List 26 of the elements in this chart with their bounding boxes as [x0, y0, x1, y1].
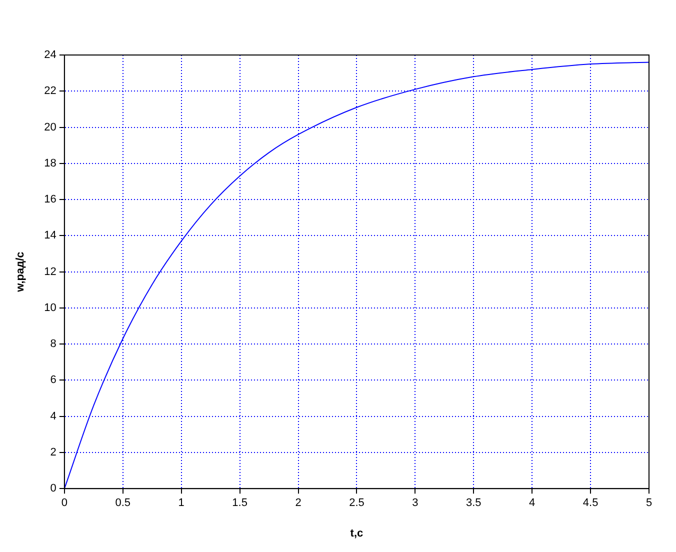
x-tick-label: 3 [412, 497, 418, 510]
x-tick-label: 1 [178, 497, 184, 510]
x-axis-title: t,c [350, 527, 364, 540]
y-tick-label: 10 [44, 302, 56, 314]
x-tick-label: 3.5 [466, 497, 482, 510]
y-tick-label: 22 [44, 85, 56, 98]
y-tick-label: 4 [50, 410, 56, 422]
x-tick-label: 5 [646, 497, 652, 510]
y-tick-label: 8 [50, 338, 56, 350]
x-tick-label: 2.5 [349, 497, 364, 510]
y-tick-label: 6 [50, 374, 56, 386]
x-tick-label: 0 [61, 497, 68, 510]
x-tick-label: 2 [295, 497, 302, 510]
x-tick-label: 1.5 [232, 497, 248, 510]
y-tick-label: 0 [50, 482, 56, 495]
y-tick-label: 18 [44, 157, 56, 170]
y-tick-label: 20 [44, 121, 56, 134]
y-axis-title: w,рад/с [14, 252, 27, 293]
y-tick-label: 12 [44, 266, 56, 278]
y-tick-label: 14 [44, 230, 56, 242]
y-tick-label: 2 [50, 446, 56, 458]
x-tick-label: 0.5 [115, 497, 131, 510]
y-tick-label: 16 [44, 194, 56, 206]
x-tick-label: 4 [529, 497, 536, 510]
x-tick-label: 4.5 [582, 497, 598, 510]
y-tick-label: 24 [44, 49, 56, 62]
